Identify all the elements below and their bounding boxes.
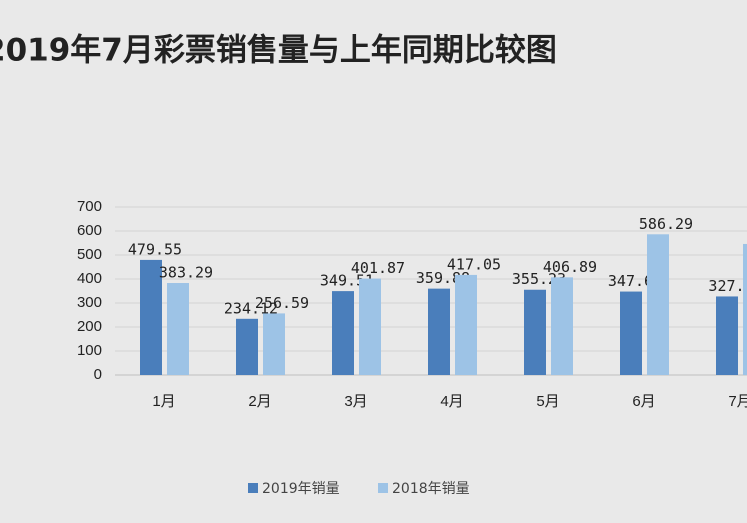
y-tick-label: 100	[77, 342, 102, 359]
y-tick-label: 200	[77, 318, 102, 335]
bar	[620, 291, 642, 375]
bar	[263, 313, 285, 375]
bar	[551, 277, 573, 375]
y-tick-label: 300	[77, 294, 102, 311]
bar	[332, 291, 354, 375]
legend-swatch	[378, 483, 388, 493]
legend-label: 2019年销量	[262, 481, 340, 497]
x-tick-label: 3月	[344, 393, 367, 410]
bar	[455, 274, 477, 375]
bar	[428, 288, 450, 375]
y-tick-label: 500	[77, 246, 102, 263]
bar	[524, 289, 546, 375]
value-label: 479.55	[128, 240, 182, 258]
legend-swatch	[248, 483, 258, 493]
value-label: 406.89	[543, 258, 597, 276]
value-label: 586.29	[639, 215, 693, 233]
bar	[647, 234, 669, 375]
bar	[167, 283, 189, 375]
x-tick-label: 6月	[632, 393, 655, 410]
y-tick-label: 0	[94, 366, 102, 383]
legend-label: 2018年销量	[392, 481, 470, 497]
value-label: 234.12	[224, 299, 278, 317]
x-tick-label: 2月	[248, 393, 271, 410]
value-label: 417.05	[447, 255, 501, 273]
x-tick-label: 7月	[728, 393, 747, 410]
value-label: 327.3	[708, 277, 747, 295]
x-tick-label: 4月	[440, 393, 463, 410]
x-tick-label: 5月	[536, 393, 559, 410]
bar	[743, 243, 747, 375]
bar	[236, 318, 258, 375]
y-tick-label: 700	[77, 198, 102, 215]
y-tick-label: 600	[77, 222, 102, 239]
y-tick-label: 400	[77, 270, 102, 287]
value-label: 256.59	[255, 294, 309, 312]
bar	[140, 259, 162, 375]
x-tick-label: 1月	[152, 393, 175, 410]
chart-title: 2019年7月彩票销售量与上年同期比较图	[0, 33, 557, 69]
value-label: 401.87	[351, 259, 405, 277]
bar	[716, 296, 738, 375]
bar	[359, 278, 381, 375]
value-label: 383.29	[159, 264, 213, 282]
